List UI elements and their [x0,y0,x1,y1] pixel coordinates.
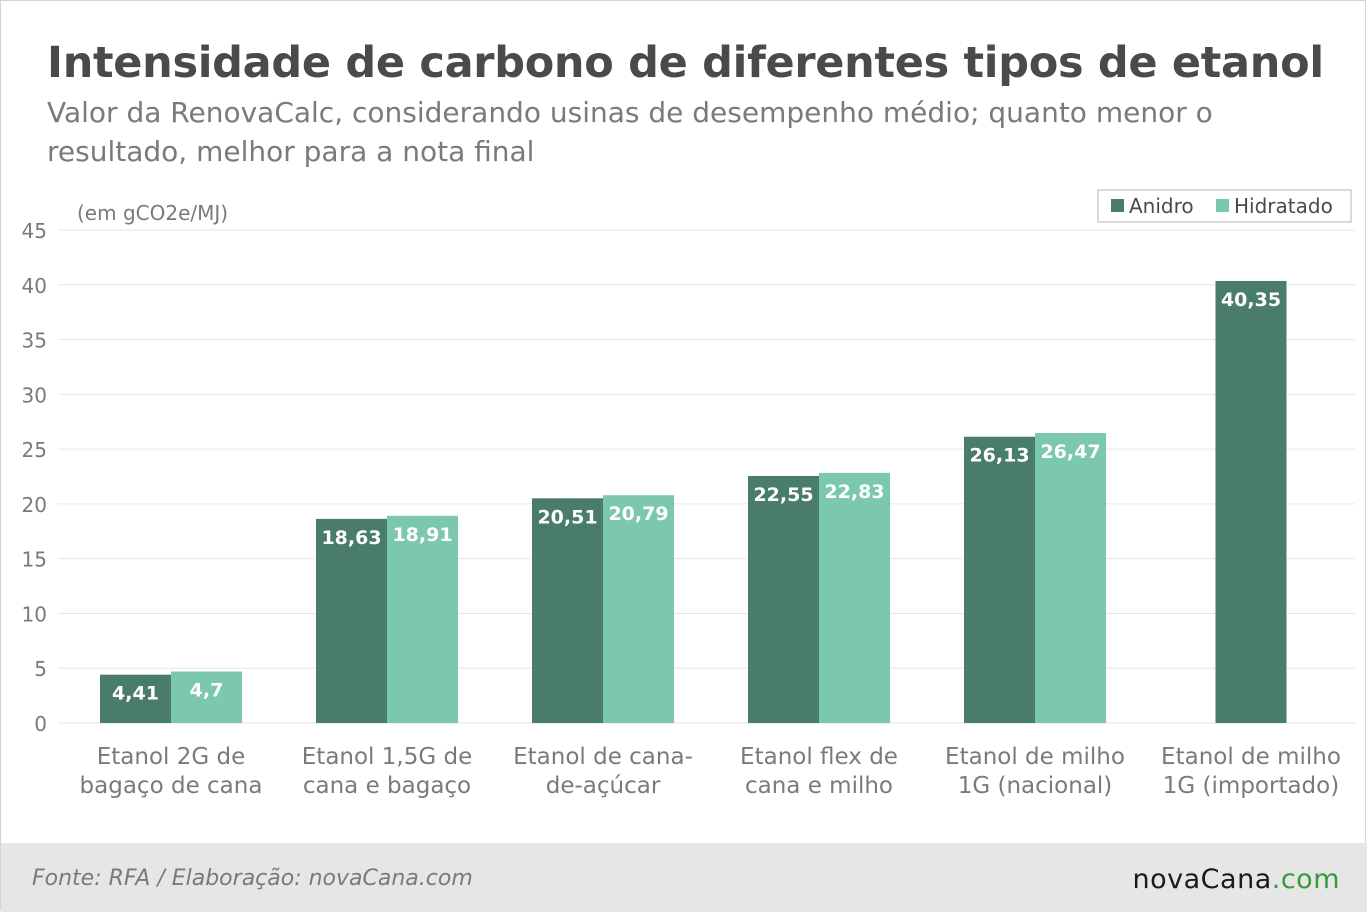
y-tick-label: 45 [22,219,47,243]
x-category-label: Etanol 2G de [97,744,246,770]
legend-swatch-anidro [1111,199,1124,212]
x-category-label: bagaço de cana [80,773,263,799]
y-tick-label: 35 [22,329,47,353]
data-label: 40,35 [1221,289,1281,311]
bar-hidratado [603,495,674,723]
bar-anidro [748,475,819,723]
data-label: 26,47 [1040,441,1100,463]
data-label: 18,63 [321,527,381,549]
x-category-label: Etanol flex de [740,744,898,770]
y-tick-label: 0 [34,712,47,736]
chart-subtitle: Valor da RenovaCalc, considerando usinas… [47,96,1213,168]
logo-suffix: .com [1271,864,1340,895]
novacana-logo: novaCana.com [1133,864,1340,895]
bar-hidratado [1035,433,1106,723]
y-tick-label: 5 [34,657,47,681]
y-tick-label: 30 [22,383,47,407]
data-label: 20,79 [608,503,668,525]
legend-swatch-hidratado [1216,199,1229,212]
y-tick-label: 15 [22,548,47,572]
bar-hidratado [387,515,458,723]
bar-anidro [964,436,1035,723]
x-category-label: 1G (importado) [1163,773,1339,799]
bar-anidro [1215,280,1287,723]
logo-main: novaCana [1132,864,1272,895]
bar-chart: 0 5 10 15 20 25 30 35 40 45 (em gCO2e/MJ) Anidro Hid… [22,189,1355,799]
bar-anidro [100,674,171,723]
legend-label-anidro: Anidro [1129,194,1194,218]
y-unit-label: (em gCO2e/MJ) [77,201,228,225]
data-label: 4,7 [190,680,224,702]
bar-anidro [316,518,387,723]
data-label: 20,51 [537,506,597,528]
source-note: Fonte: RFA / Elaboração: novaCana.com [32,866,473,891]
chart-title: Intensidade de carbono de diferentes tip… [47,38,1324,88]
x-category-label: Etanol de cana- [513,744,693,770]
x-category-label: Etanol 1,5G de [302,744,472,770]
x-category-label: cana e milho [745,773,893,799]
x-category-label: Etanol de milho [1161,744,1341,770]
bar-hidratado [171,671,242,723]
data-label: 26,13 [969,445,1029,467]
y-tick-label: 40 [22,274,47,298]
footer-bar [1,843,1367,912]
x-category-label: Etanol de milho [945,744,1125,770]
x-category-label: de-açúcar [546,773,661,799]
y-tick-label: 25 [22,438,47,462]
data-label: 4,41 [112,683,159,705]
x-category-label: cana e bagaço [303,773,471,799]
legend-label-hidratado: Hidratado [1234,194,1333,218]
data-label: 22,55 [753,484,813,506]
x-category-label: 1G (nacional) [958,773,1113,799]
y-tick-label: 20 [22,493,47,517]
bar-hidratado [819,472,890,723]
bar-anidro [532,498,603,723]
data-label: 18,91 [392,524,452,546]
y-tick-label: 10 [22,602,47,626]
data-label: 22,83 [824,481,884,503]
